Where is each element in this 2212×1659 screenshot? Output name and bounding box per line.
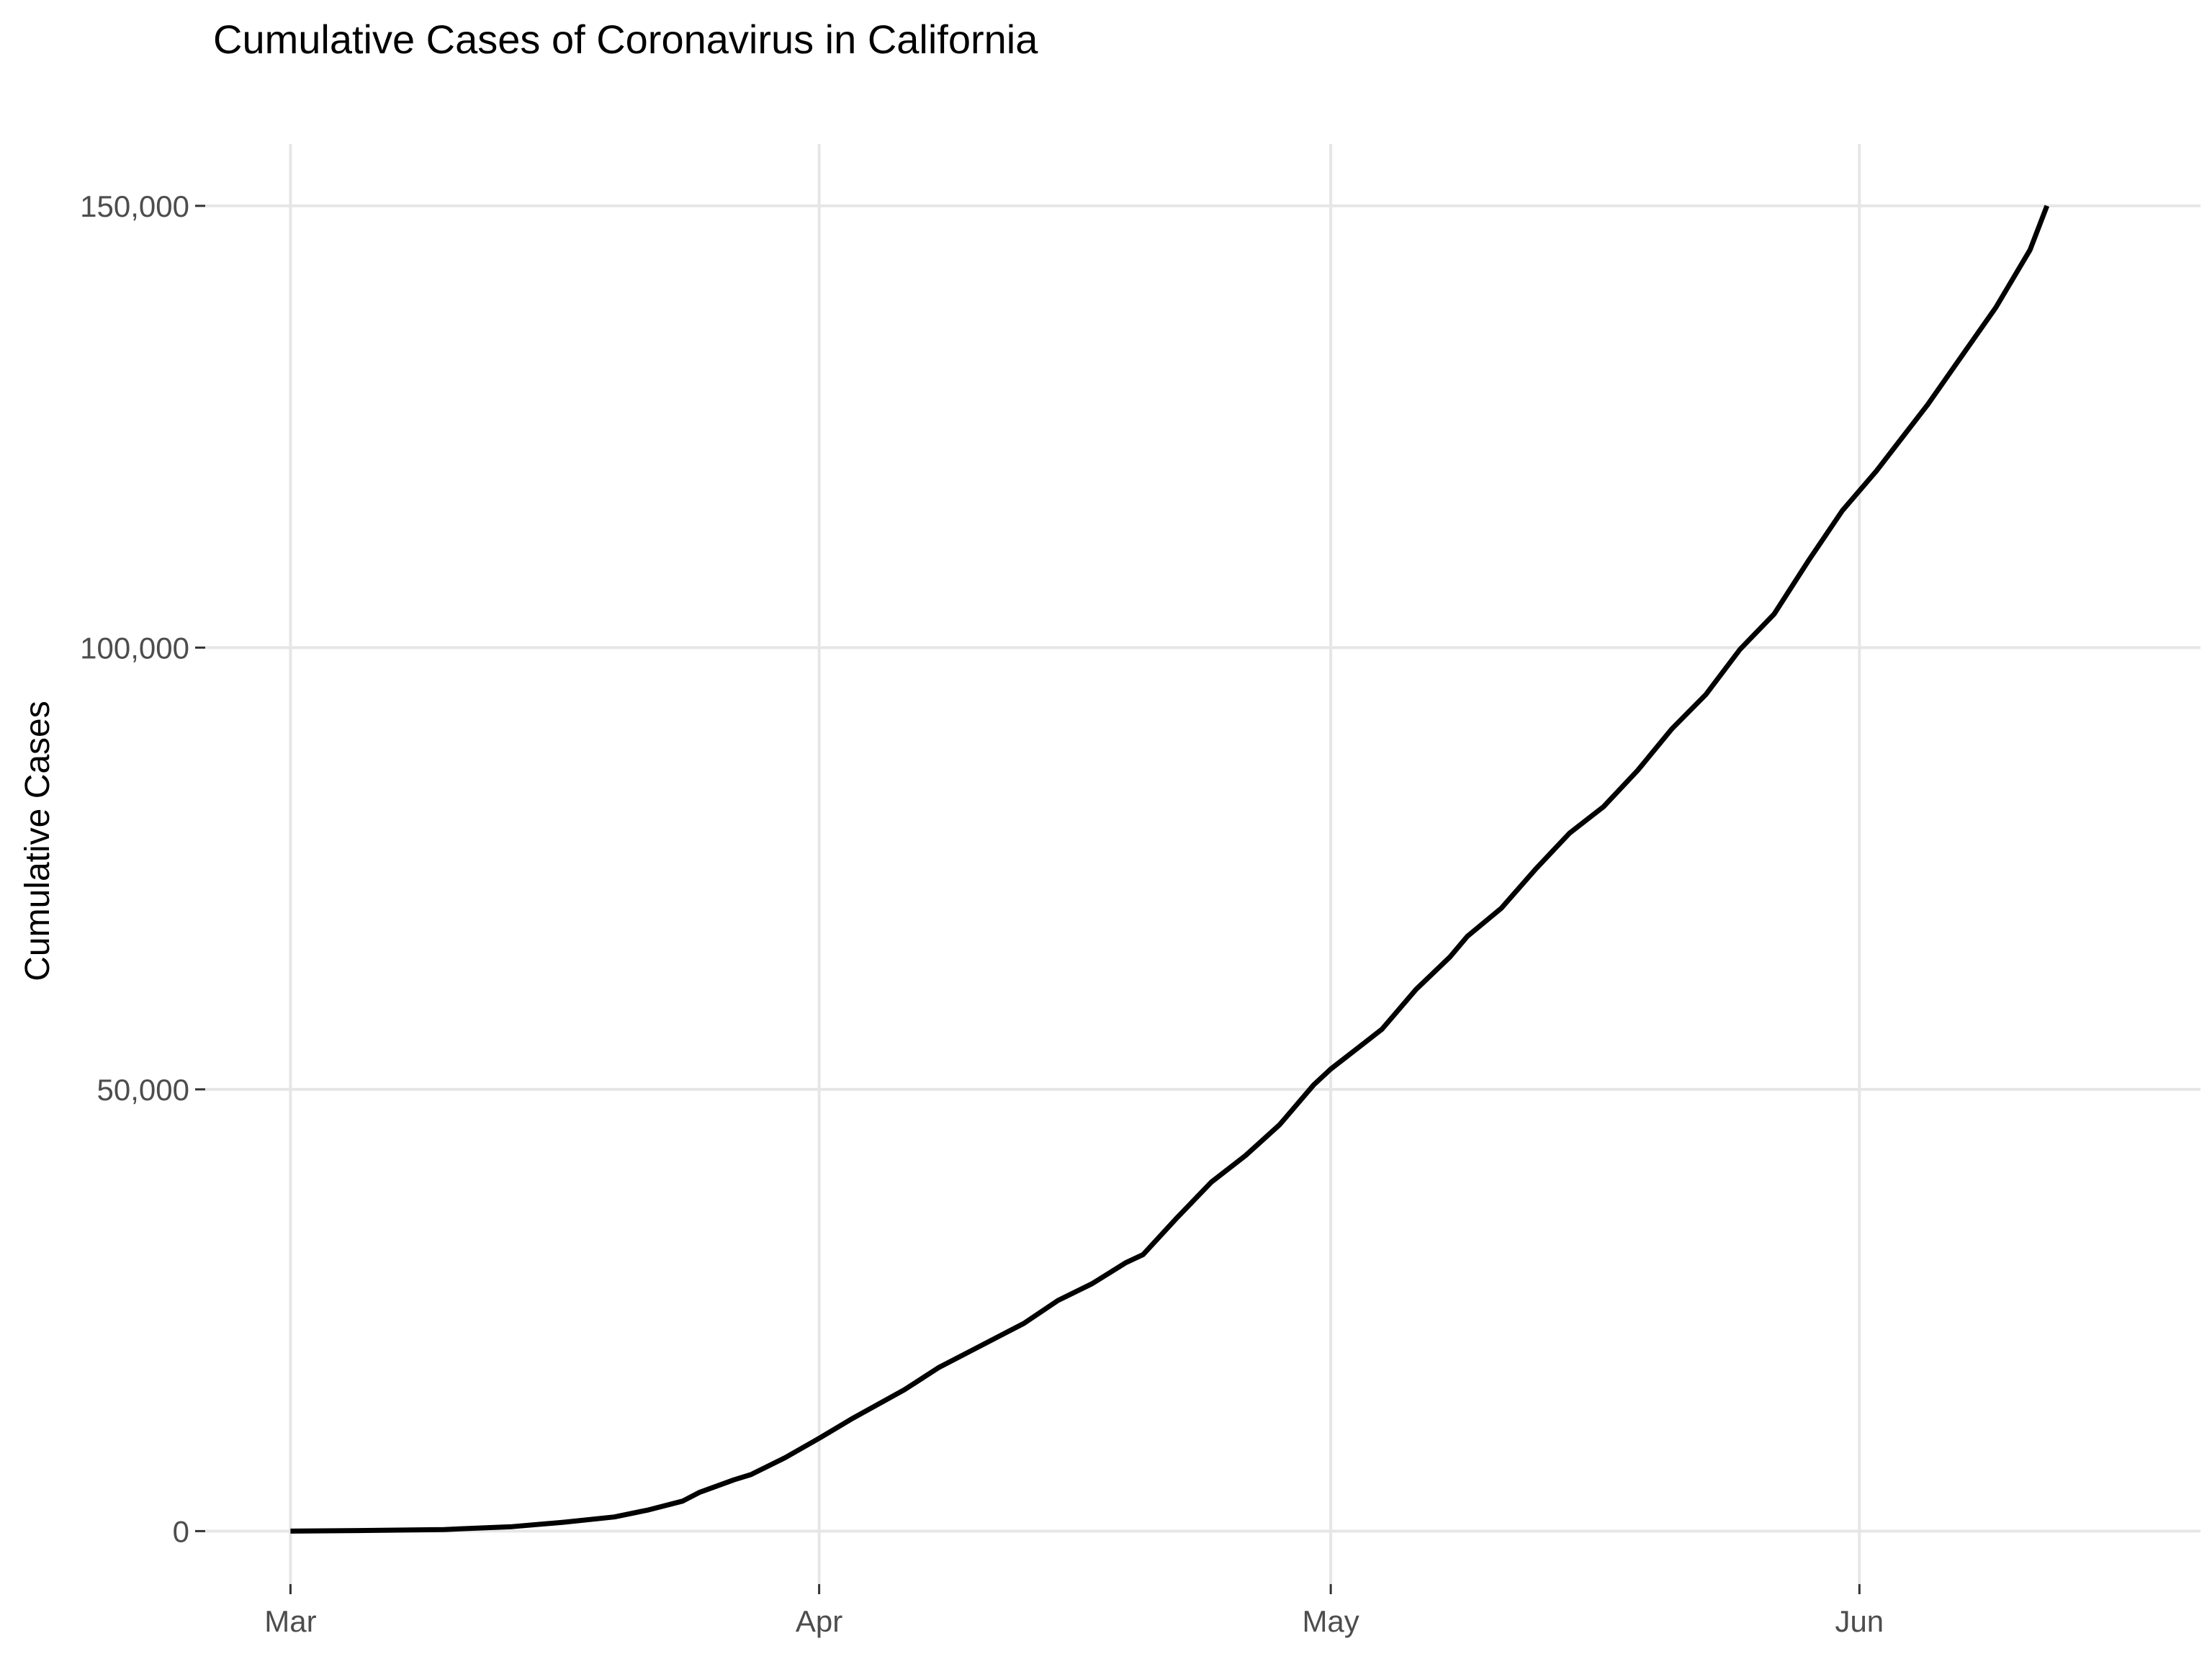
y-tick-label: 50,000 xyxy=(97,1073,189,1107)
grid xyxy=(205,144,2200,1584)
x-tick-label: Jun xyxy=(1835,1604,1884,1638)
y-axis: 0 50,000 100,000 150,000 xyxy=(80,189,205,1548)
y-axis-title: Cumulative Cases xyxy=(19,701,57,981)
y-tick-label: 0 xyxy=(173,1514,189,1548)
y-tick-label: 100,000 xyxy=(80,631,189,665)
x-tick-label: Apr xyxy=(796,1604,842,1638)
y-tick-label: 150,000 xyxy=(80,189,189,223)
x-tick-label: Mar xyxy=(264,1604,316,1638)
x-tick-label: May xyxy=(1302,1604,1359,1638)
x-axis: Mar Apr May Jun xyxy=(264,1584,1884,1638)
chart-title: Cumulative Cases of Coronavirus in Calif… xyxy=(213,17,1038,62)
series-line-cumulative-cases xyxy=(290,204,2050,1534)
